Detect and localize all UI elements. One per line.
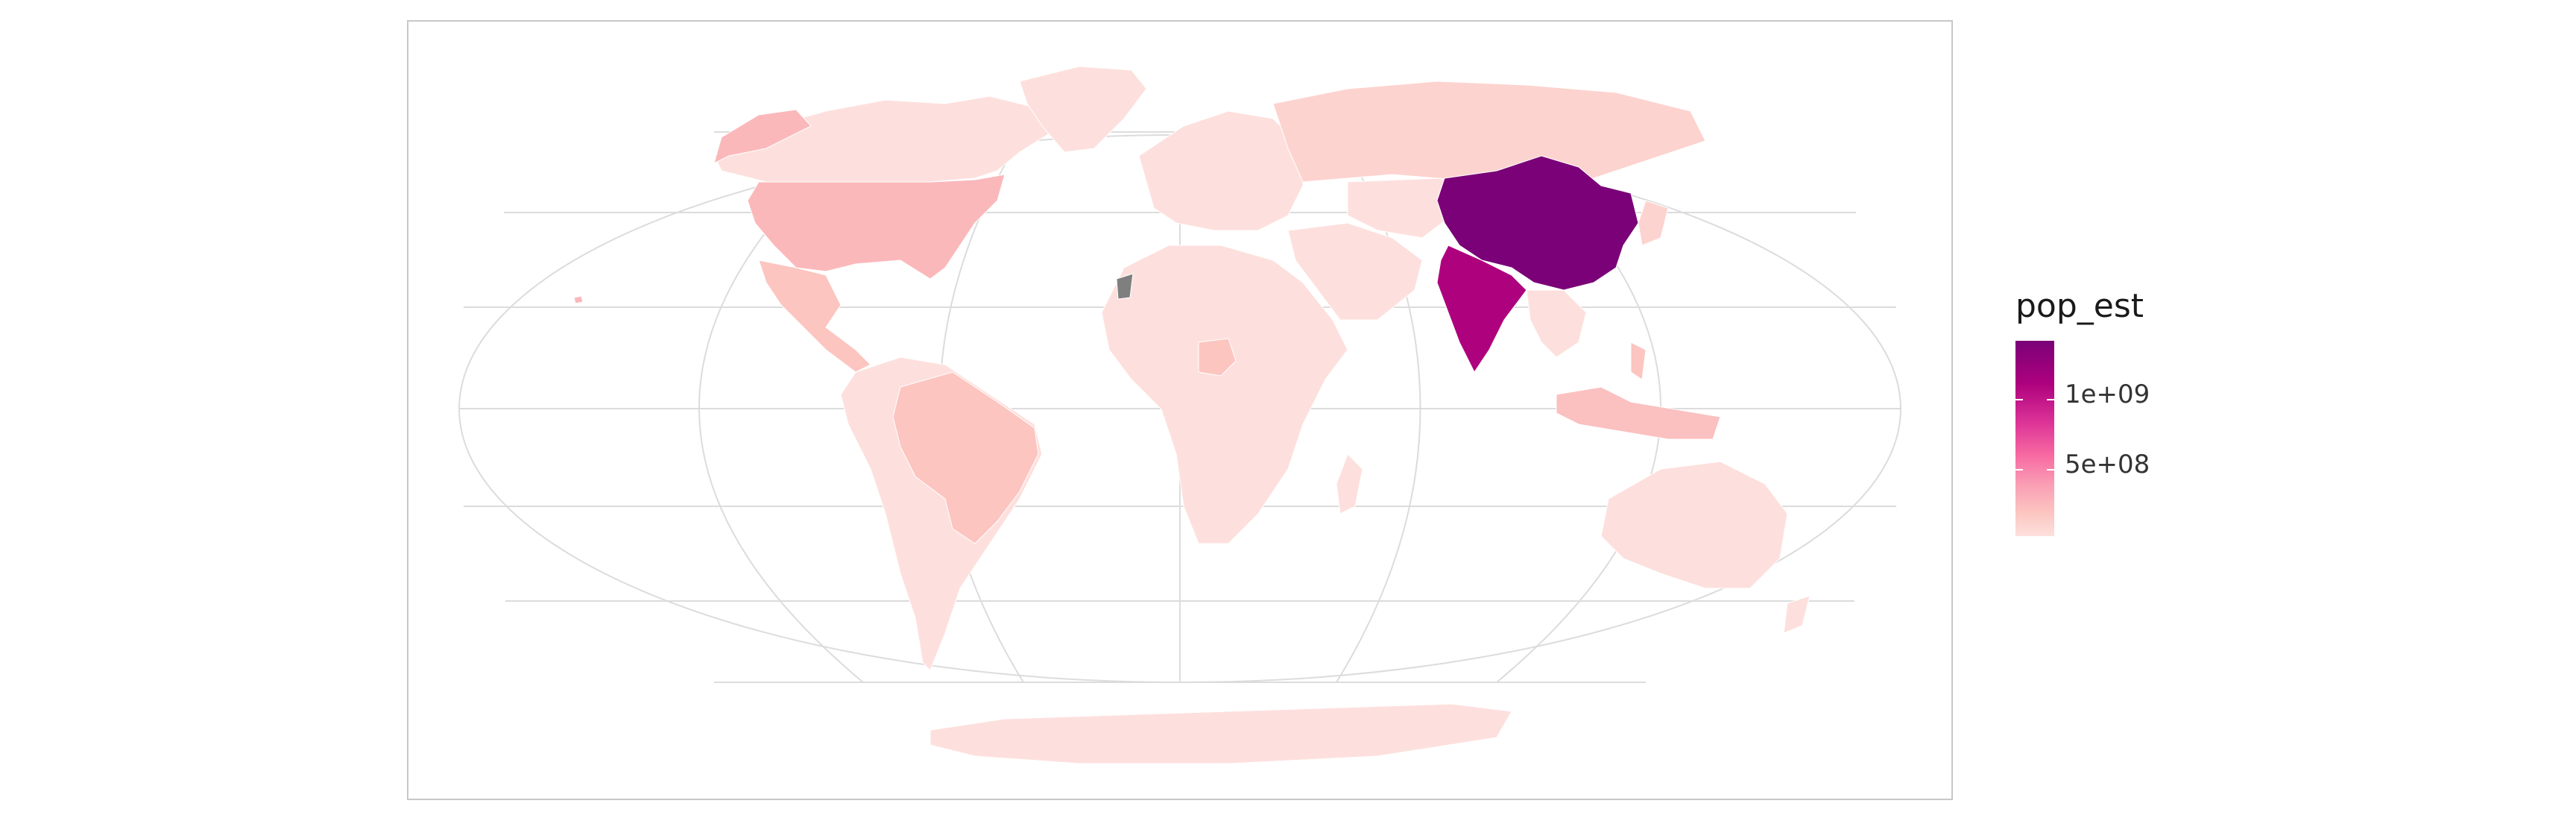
country-indonesia xyxy=(1556,386,1721,440)
countries-layer xyxy=(573,66,1811,764)
country-new-zealand xyxy=(1783,595,1811,634)
legend-title: pop_est xyxy=(2015,287,2144,325)
legend-label-1e09: 1e+09 xyxy=(2065,380,2150,409)
country-greenland xyxy=(1019,66,1147,153)
country-southeast-asia xyxy=(1526,289,1587,358)
legend: pop_est 1e+09 5e+08 xyxy=(2005,287,2199,556)
country-mexico xyxy=(758,259,871,373)
country-madagascar xyxy=(1336,453,1363,515)
country-hawaii xyxy=(573,295,584,304)
country-alaska xyxy=(713,109,812,164)
country-africa xyxy=(1101,245,1348,544)
country-japan xyxy=(1638,200,1669,246)
country-middle-east xyxy=(1287,222,1423,321)
legend-colorbar xyxy=(2015,341,2054,536)
country-nigeria xyxy=(1198,338,1237,377)
country-australia xyxy=(1600,461,1788,589)
country-united-states xyxy=(747,174,1006,280)
country-brazil xyxy=(892,371,1039,544)
country-europe xyxy=(1138,110,1304,231)
legend-label-5e08: 5e+08 xyxy=(2065,450,2150,479)
country-china xyxy=(1436,155,1639,291)
country-western-sahara xyxy=(1116,273,1134,300)
country-india xyxy=(1436,245,1527,373)
map-panel xyxy=(407,20,1953,800)
country-philippines xyxy=(1630,342,1647,380)
world-map xyxy=(458,66,1901,764)
country-antarctica xyxy=(929,703,1512,764)
country-russia xyxy=(1272,81,1706,186)
